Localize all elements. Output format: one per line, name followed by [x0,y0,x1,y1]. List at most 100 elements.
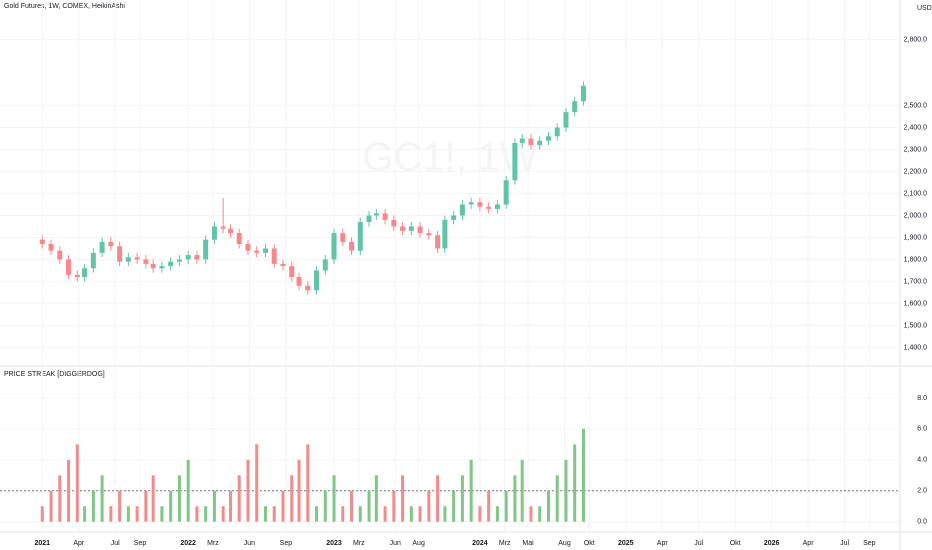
streak-bar [169,490,173,522]
streak-bar [478,506,482,522]
candle-body [57,250,63,260]
y-tick-label: 2.0 [917,488,927,495]
x-tick-label: 2023 [326,540,342,547]
y-tick-label: 1,900.0 [904,234,927,241]
streak-bar [290,475,294,522]
candle-body [512,142,518,181]
candle-body [134,257,140,260]
candle-body [245,244,251,251]
candle-body [373,213,379,216]
candle-body [74,274,80,278]
x-tick-label: 2022 [180,540,196,547]
x-tick-label: Jul [840,540,849,547]
streak-bar [67,459,71,522]
candle-body [314,270,320,291]
streak-bar [555,475,559,522]
candle-body [66,259,72,275]
y-tick-label: 8.0 [917,395,927,402]
streak-bar [367,490,371,522]
candle-body [159,266,165,269]
y-tick-label: 2,200.0 [904,168,927,175]
candle-body [262,248,268,253]
streak-bar [350,490,354,522]
candle-body [400,226,406,231]
y-tick-label: 0.0 [917,519,927,526]
candle-body [331,233,337,260]
streak-bar [573,444,577,522]
streak-bar [109,506,113,522]
x-tick-label: Jul [694,540,703,547]
watermark: GC1!, 1W [362,136,538,180]
candle-body [580,85,586,102]
streak-bar [504,490,508,522]
candle-body [349,241,355,251]
streak-bar [401,475,405,522]
streak-bar [237,475,241,522]
streak-bar [195,506,199,522]
streak-bar [315,506,319,522]
streak-bar [443,506,447,522]
candle-body [227,228,233,234]
candle-body [468,202,474,205]
candle-body [519,138,525,143]
streak-bar [91,490,95,522]
streak-bar [460,475,464,522]
streak-bar [263,506,267,522]
candle-body [528,138,534,146]
streak-bar [144,490,148,522]
streak-bar [529,506,533,522]
candle-body [417,226,423,234]
x-tick-label: Apr [73,540,85,547]
streak-bar [255,444,259,522]
x-tick-label: Aug [412,540,425,547]
indicator-title: PRICE STREAK [DIGGERDOG] [4,371,105,378]
streak-bar [186,459,190,522]
y-tick-label: 2,800.0 [904,36,927,43]
streak-bar [204,506,208,522]
candle-body [99,241,105,253]
y-tick-label: 2,000.0 [904,212,927,219]
streak-bar [246,459,250,522]
streak-bar [418,506,422,522]
x-tick-label: 2026 [764,540,780,547]
streak-bar [520,459,524,522]
y-tick-label: 1,400.0 [904,344,927,351]
candle-body [357,222,363,251]
streak-bar [40,506,44,522]
streak-bar [306,444,310,522]
candle-body [322,259,328,271]
candle-body [572,101,578,113]
streak-bar [126,506,130,522]
x-tick-label: 2021 [35,540,51,547]
streak-bar [469,459,473,522]
streak-bar [83,506,87,522]
x-tick-label: Okt [730,540,741,547]
y-tick-label: 1,700.0 [904,278,927,285]
candle-body [39,239,45,245]
currency: USD [917,5,932,12]
streak-bar [409,506,413,522]
y-tick-label: 2,100.0 [904,190,927,197]
streak-bar [452,490,456,522]
candle-body [236,233,242,245]
candle-body [48,244,54,251]
streak-bar [487,490,491,522]
candle-body [494,204,500,209]
candle-body [90,252,96,269]
y-tick-label: 1,800.0 [904,256,927,263]
x-tick-label: 2024 [472,540,488,547]
candle-body [194,255,200,260]
streak-bar [383,506,387,522]
streak-bar [581,428,585,522]
streak-bar [75,444,79,522]
streak-bar [538,506,542,522]
streak-bar [513,475,517,522]
candle-body [426,233,432,236]
candle-body [459,204,465,216]
candle-body [150,263,156,269]
streak-bar [323,490,327,522]
x-tick-label: Mrz [499,540,511,547]
candle-body [168,261,174,267]
y-tick-label: 2,300.0 [904,146,927,153]
